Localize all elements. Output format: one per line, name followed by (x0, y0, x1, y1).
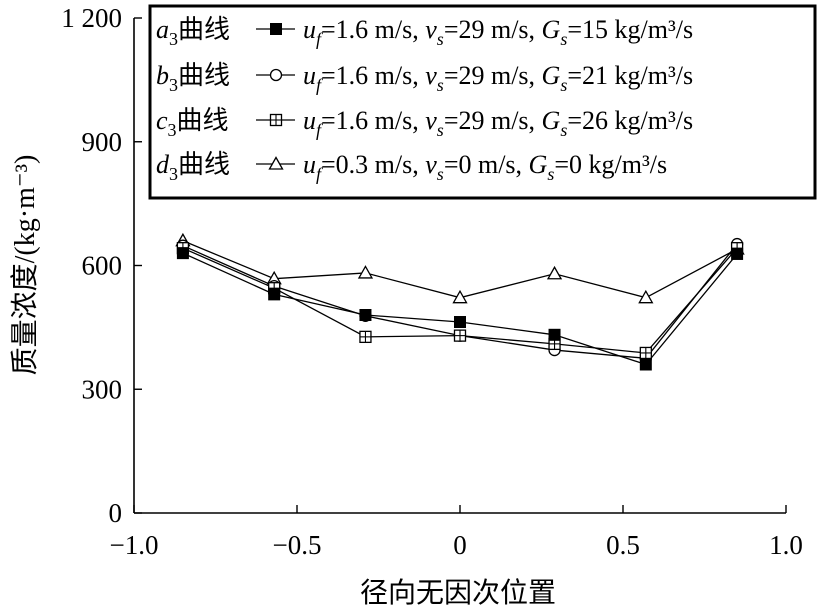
data-point (357, 265, 374, 279)
data-point (270, 23, 282, 35)
data-point (269, 68, 283, 82)
marker-filled-square (176, 247, 189, 260)
data-point (638, 289, 654, 304)
series-layer (175, 232, 745, 371)
x-tick-label: −0.5 (273, 530, 322, 560)
marker-open-triangle (268, 156, 284, 170)
legend-box (148, 4, 817, 200)
data-point (731, 247, 744, 260)
marker-filled-square (548, 328, 561, 341)
marker-open-triangle (546, 265, 563, 280)
series-line (182, 240, 738, 299)
marker-open-triangle (452, 289, 468, 304)
series-1 (176, 247, 744, 371)
x-tick-label: 0.5 (606, 530, 640, 560)
marker-filled-square (359, 309, 372, 321)
legend-entry: a3曲线 uf=1.6 m/s, vs=29 m/s, Gs=15 kg/m³/s (156, 15, 693, 49)
marker-open-triangle (357, 265, 374, 279)
data-point (453, 329, 467, 342)
marker-filled-square (731, 247, 744, 260)
data-point (268, 156, 284, 170)
data-point (176, 247, 189, 260)
y-axis-title: 质量浓度/(kg·m⁻³) (9, 155, 41, 376)
data-point (359, 330, 372, 344)
y-tick-label: 300 (82, 374, 123, 404)
series-4 (175, 232, 745, 304)
marker-open-circle (269, 68, 283, 82)
y-tick-label: 600 (82, 251, 123, 281)
legend-entry: c3曲线 uf=1.6 m/s, vs=29 m/s, Gs=26 kg/m³/s (156, 106, 693, 140)
legend-series-name: c3曲线 (156, 106, 229, 140)
data-point (268, 288, 281, 301)
marker-filled-square (270, 23, 282, 35)
legend-params: uf=1.6 m/s, vs=29 m/s, Gs=15 kg/m³/s (303, 15, 693, 49)
data-point (548, 328, 561, 341)
y-tick-label: 900 (82, 127, 123, 157)
legend-series-name: a3曲线 (156, 15, 230, 49)
legend-entry: d3曲线 uf=0.3 m/s, vs=0 m/s, Gs=0 kg/m³/s (156, 150, 667, 184)
marker-filled-square (639, 358, 652, 371)
marker-filled-square (454, 316, 466, 329)
legend-entry: b3曲线 uf=1.6 m/s, vs=29 m/s, Gs=21 kg/m³/s (156, 61, 693, 95)
data-point (454, 316, 466, 329)
legend-params: uf=1.6 m/s, vs=29 m/s, Gs=26 kg/m³/s (303, 106, 693, 140)
data-point (269, 113, 283, 127)
x-tick-label: 0 (453, 530, 467, 560)
data-point (359, 309, 372, 321)
legend-params: uf=0.3 m/s, vs=0 m/s, Gs=0 kg/m³/s (303, 150, 667, 184)
marker-filled-square (268, 288, 281, 301)
legend-series-name: b3曲线 (156, 61, 230, 95)
x-axis-title: 径向无因次位置 (360, 577, 556, 609)
marker-open-triangle (638, 289, 654, 304)
x-tick-label: 1.0 (769, 530, 803, 560)
y-tick-label: 1 200 (61, 3, 122, 33)
data-point (546, 265, 563, 280)
data-point (639, 358, 652, 371)
x-tick-label: −1.0 (110, 530, 159, 560)
data-point (452, 289, 468, 304)
data-point (639, 346, 652, 360)
legend-series-name: d3曲线 (156, 150, 230, 184)
y-tick-label: 0 (109, 498, 123, 528)
legend-params: uf=1.6 m/s, vs=29 m/s, Gs=21 kg/m³/s (303, 61, 693, 95)
axes: −1.0 −0.5 0 0.5 1.0 0 300 600 900 1 200 (61, 3, 803, 560)
legend: a3曲线 uf=1.6 m/s, vs=29 m/s, Gs=15 kg/m³/s… (148, 4, 817, 200)
